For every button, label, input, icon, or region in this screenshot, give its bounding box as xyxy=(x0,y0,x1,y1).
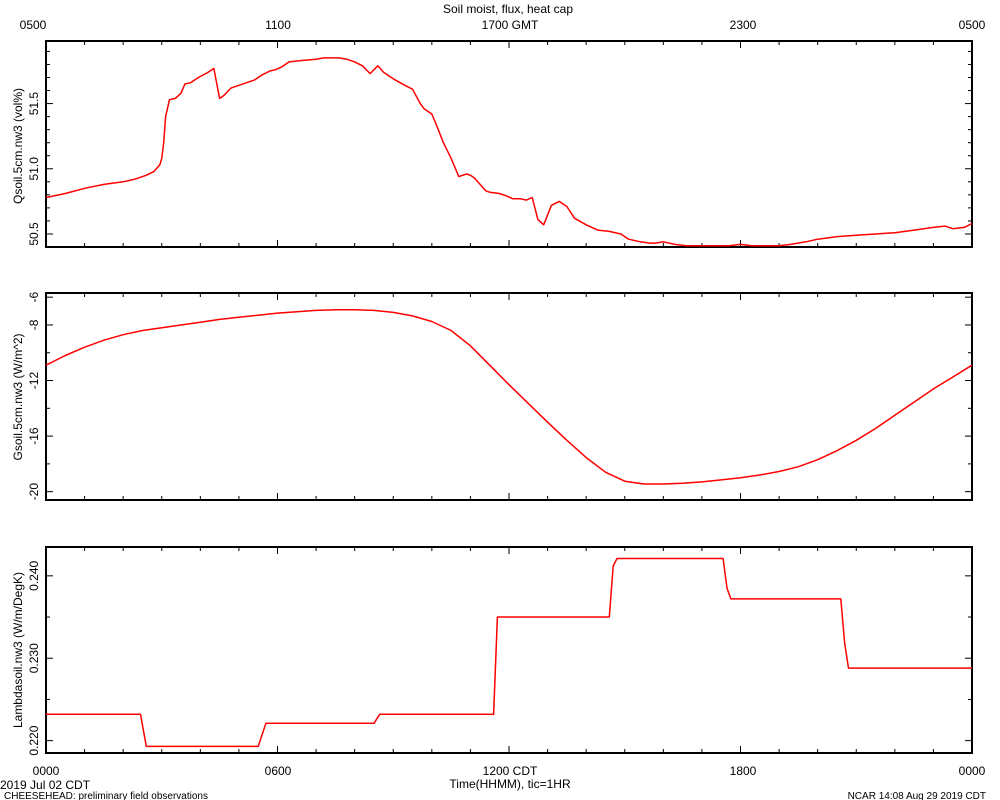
y-tick-label: -8 xyxy=(27,319,41,330)
panel-frame xyxy=(45,546,973,754)
y-tick-label: -16 xyxy=(27,427,41,445)
bottom-tick-label-4: 0000 xyxy=(959,764,986,778)
ylabel-soil-heat-flux: Gsoil.5cm.nw3 (W/m^2) xyxy=(11,334,25,461)
bottom-tick-label-1: 0600 xyxy=(265,764,292,778)
y-tick-label: 51.0 xyxy=(27,157,41,181)
top-tick-label-0: 0500 xyxy=(20,18,47,32)
thermal-conductivity-panel: 0.220 0.230 0.240 xyxy=(27,546,973,756)
source-note: CHEESEHEAD: preliminary field observatio… xyxy=(4,791,208,800)
series-line xyxy=(45,308,973,485)
y-tick-label: 0.220 xyxy=(27,725,41,755)
top-tick-label-3: 2300 xyxy=(730,18,757,32)
top-tick-label-4: 0500 xyxy=(959,18,986,32)
ylabel-thermal-conductivity: Lambdasoil.nw3 (W/m/DegK) xyxy=(11,572,25,728)
y-tick-label: 50.5 xyxy=(27,222,41,246)
soil-heat-flux-panel: -20 -16 -12 -8 -6 xyxy=(27,292,973,501)
y-tick-label: -6 xyxy=(27,292,41,303)
ylabel-soil-moisture: Qsoil.5cm.nw3 (vol%) xyxy=(11,88,25,204)
series-line xyxy=(46,557,972,748)
soil-moisture-panel: 50.5 51.0 51.5 xyxy=(27,40,973,248)
y-tick-label: 0.230 xyxy=(27,643,41,673)
top-tick-label-2: 1700 GMT xyxy=(482,18,539,32)
series-line xyxy=(45,57,973,247)
x-axis-title: Time(HHMM), tic=1HR xyxy=(449,777,571,791)
y-tick-label: -20 xyxy=(27,483,41,501)
top-tick-label-1: 1100 xyxy=(265,18,291,32)
bottom-tick-label-0: 0000 xyxy=(33,764,60,778)
y-tick-label: -12 xyxy=(27,372,41,390)
bottom-tick-label-3: 1800 xyxy=(730,764,757,778)
date-label: 2019 Jul 02 CDT xyxy=(0,778,91,792)
y-tick-label: 51.5 xyxy=(27,92,41,116)
y-tick-label: 0.240 xyxy=(27,561,41,591)
chart-title: Soil moist, flux, heat cap xyxy=(443,2,573,16)
bottom-tick-label-2: 1200 CDT xyxy=(483,764,538,778)
credit-label: NCAR 14:08 Aug 29 2019 CDT xyxy=(848,791,986,800)
panel-frame xyxy=(45,40,973,248)
